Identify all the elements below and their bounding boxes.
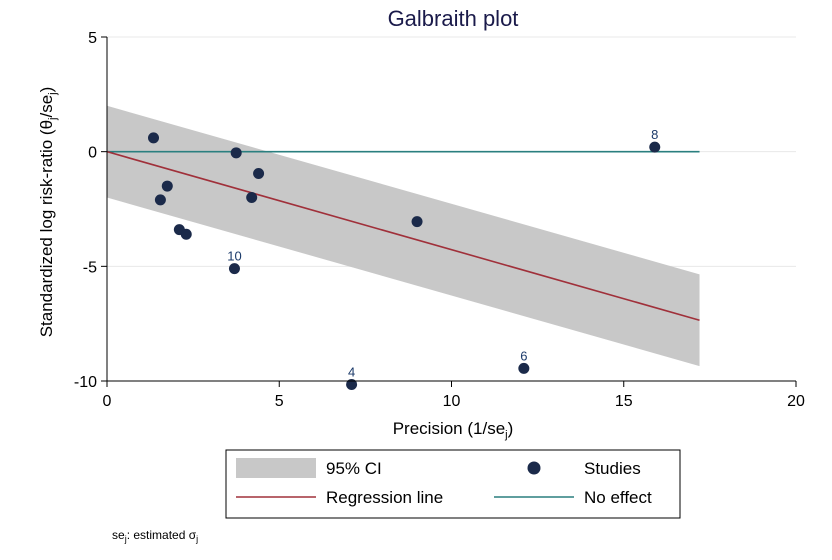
- y-tick-label-2: -5: [83, 259, 97, 276]
- study-label-12: 8: [651, 127, 658, 142]
- y-tick-label-1: 0: [88, 145, 97, 162]
- y-tick-label-3: -10: [74, 374, 97, 391]
- legend-ci-swatch: [236, 458, 316, 478]
- regression-line: [106, 150, 700, 321]
- lines-group: [106, 150, 700, 321]
- study-point-11: [518, 362, 530, 374]
- study-point-1: [154, 194, 166, 206]
- x-tick-label-1: 5: [275, 393, 284, 410]
- study-label-11: 6: [520, 348, 527, 363]
- study-point-4: [180, 228, 192, 240]
- legend: 95% CI Studies Regression line No effect: [225, 449, 681, 519]
- legend-studies-marker: [527, 461, 541, 475]
- y-tick-label-0: 5: [88, 30, 97, 47]
- legend-regression-label: Regression line: [326, 488, 443, 507]
- legend-studies-label: Studies: [584, 459, 641, 478]
- x-axis-title: Precision (1/sej): [393, 419, 514, 441]
- footnote: sej: estimated σj: [112, 528, 198, 544]
- x-tick-label-3: 15: [615, 393, 633, 410]
- x-tick-label-4: 20: [787, 393, 805, 410]
- points-group: 10 4 6 8: [148, 127, 661, 390]
- study-point-7: [246, 192, 258, 204]
- x-tick-label-0: 0: [103, 393, 112, 410]
- chart-title: Galbraith plot: [388, 6, 519, 31]
- legend-noeffect-label: No effect: [584, 488, 652, 507]
- study-point-5: [228, 263, 240, 275]
- study-point-12: [649, 141, 661, 153]
- study-point-0: [148, 132, 160, 144]
- study-point-8: [253, 167, 265, 179]
- y-axis-title: Standardized log risk-ratio (θj/sej): [37, 87, 59, 338]
- study-point-10: [411, 216, 423, 228]
- study-label-5: 10: [227, 249, 241, 264]
- axes-group: 5 0 -5 -10 0 5 10 15 20: [74, 30, 805, 410]
- study-label-9: 4: [348, 364, 355, 379]
- x-tick-label-2: 10: [443, 393, 461, 410]
- study-point-2: [161, 180, 173, 192]
- study-point-6: [230, 147, 242, 159]
- legend-ci-label: 95% CI: [326, 459, 382, 478]
- study-point-9: [346, 378, 358, 390]
